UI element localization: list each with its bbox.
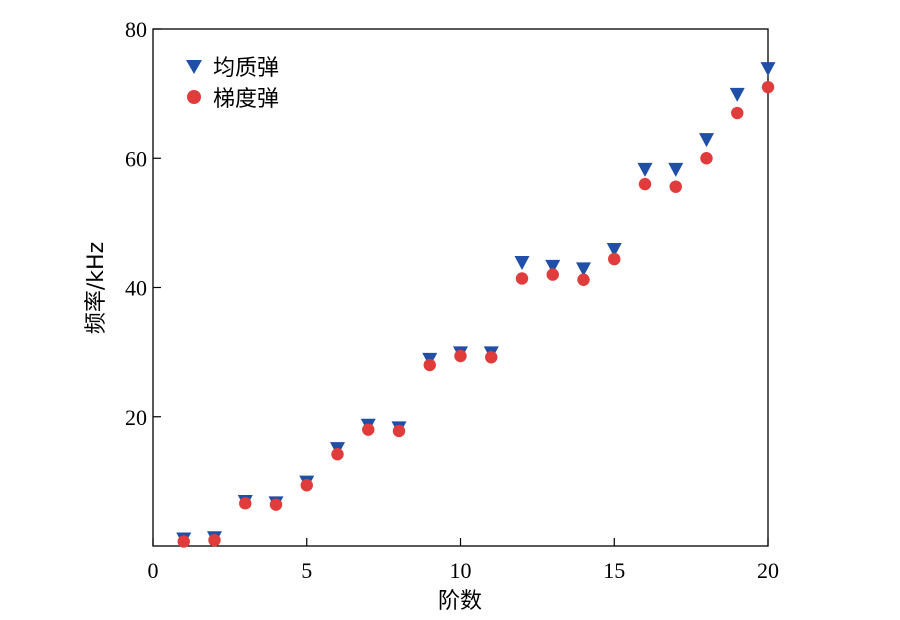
x-tick-label: 10 [450, 558, 472, 583]
series-layer [176, 62, 776, 548]
legend-triangle-marker [186, 60, 202, 74]
data-point-triangle [668, 162, 684, 177]
y-tick-label: 60 [125, 146, 147, 171]
x-axis-ticks: 0 5 10 15 20 [148, 538, 779, 583]
x-axis-label: 阶数 [438, 589, 482, 614]
data-point-circle [454, 349, 467, 363]
data-point-circle [546, 268, 559, 281]
x-tick-label: 5 [301, 558, 312, 583]
series-uniform [176, 62, 776, 547]
data-point-circle [177, 535, 190, 548]
data-point-triangle [545, 259, 561, 274]
data-point-circle [700, 152, 713, 165]
y-axis-label: 频率/kHz [84, 242, 109, 334]
data-point-triangle [729, 87, 745, 102]
data-point-triangle [637, 162, 653, 177]
y-tick-label: 20 [125, 405, 147, 430]
series-gradient [177, 80, 775, 548]
legend-item-gradient: 梯度弹 [187, 87, 279, 112]
data-point-circle [269, 498, 283, 511]
data-point-circle [208, 533, 221, 547]
x-tick-label: 20 [757, 558, 779, 583]
data-point-triangle [514, 255, 530, 270]
y-tick-label: 40 [125, 276, 147, 301]
data-point-circle [638, 177, 652, 191]
y-tick-label: 80 [125, 17, 147, 42]
x-tick-label: 0 [148, 558, 159, 583]
legend-item-uniform: 均质弹 [186, 56, 279, 81]
legend-label-uniform: 均质弹 [213, 56, 279, 81]
y-axis-ticks: 20 40 60 80 [125, 17, 161, 430]
data-point-circle [239, 497, 252, 510]
data-point-triangle [760, 62, 776, 77]
data-point-circle [331, 448, 344, 461]
data-point-circle [761, 80, 775, 94]
legend: 均质弹 梯度弹 [186, 56, 279, 112]
data-point-circle [300, 479, 313, 492]
data-point-circle [515, 272, 529, 285]
data-point-triangle [699, 133, 714, 148]
data-point-circle [577, 273, 590, 286]
legend-circle-marker [187, 90, 201, 104]
data-point-circle [731, 106, 744, 120]
data-point-circle [485, 351, 498, 364]
data-point-triangle [576, 262, 591, 277]
x-tick-label: 15 [603, 558, 625, 583]
data-point-circle [362, 423, 375, 436]
data-point-triangle [606, 243, 622, 258]
data-point-circle [608, 252, 621, 266]
data-point-circle [669, 180, 682, 193]
data-point-circle [392, 424, 406, 438]
data-point-circle [423, 358, 436, 372]
legend-label-gradient: 梯度弹 [213, 87, 279, 112]
